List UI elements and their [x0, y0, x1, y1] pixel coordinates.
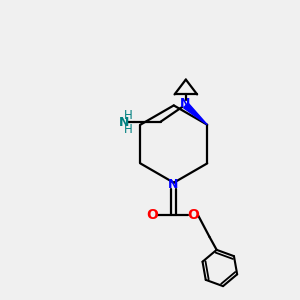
Polygon shape	[184, 103, 207, 125]
Text: N: N	[168, 178, 178, 191]
Text: N: N	[119, 116, 129, 129]
Text: H: H	[124, 123, 132, 136]
Text: O: O	[187, 208, 199, 222]
Text: H: H	[124, 109, 132, 122]
Text: N: N	[180, 97, 190, 110]
Text: O: O	[146, 208, 158, 222]
